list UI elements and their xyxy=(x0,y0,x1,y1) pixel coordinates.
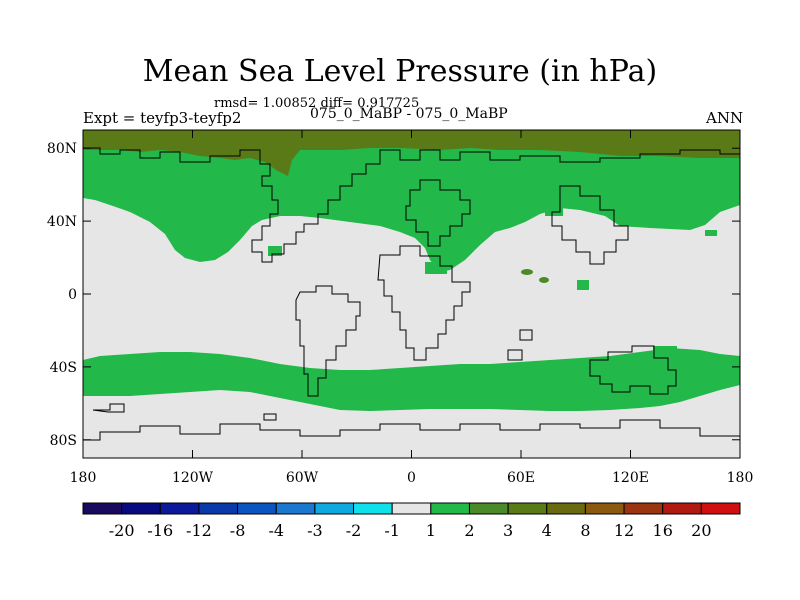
axes: 180 120W 60W 0 60E 120E 180 80N 40N 0 40S 80S xyxy=(47,130,753,486)
field-speck xyxy=(539,277,549,283)
colorbar-label: -20 xyxy=(109,521,135,540)
experiment-label: Expt = teyfp3-teyfp2 xyxy=(83,109,242,127)
colorbar-swatch xyxy=(82,502,123,515)
colorbar-label: -2 xyxy=(346,521,362,540)
colorbar-swatch xyxy=(121,502,161,515)
colorbar-label: 4 xyxy=(542,521,552,540)
colorbar-swatch xyxy=(700,502,741,515)
colorbar-label: 20 xyxy=(691,521,711,540)
colorbar-swatch xyxy=(430,502,470,515)
field-speck xyxy=(521,269,533,275)
y-tick-label: 80N xyxy=(47,141,77,157)
map-area xyxy=(82,129,741,459)
colorbar-label: -12 xyxy=(186,521,212,540)
colorbar-label: -8 xyxy=(230,521,246,540)
colorbar-swatch xyxy=(662,502,702,515)
colorbar-swatch xyxy=(353,502,393,515)
field-speck xyxy=(653,346,677,368)
coastline-south-america xyxy=(295,285,361,397)
colorbar-label: 2 xyxy=(464,521,474,540)
field-north-band xyxy=(83,130,740,272)
period-label: 075_0_MaBP - 075_0_MaBP xyxy=(310,106,508,122)
colorbar-label: 3 xyxy=(503,521,513,540)
x-tick-label: 180 xyxy=(727,470,754,486)
colorbar-label: 12 xyxy=(614,521,634,540)
x-tick-label: 60W xyxy=(286,470,319,486)
colorbar-swatch xyxy=(198,502,239,515)
colorbar-swatch xyxy=(275,502,316,515)
colorbar-label: -1 xyxy=(384,521,400,540)
coastline-africa xyxy=(377,245,471,361)
colorbar-swatch xyxy=(314,502,355,515)
coastline-asia-east xyxy=(551,185,629,265)
x-tick-label: 120E xyxy=(612,470,649,486)
colorbar-label: -3 xyxy=(307,521,323,540)
y-tick-label: 40N xyxy=(47,214,77,230)
colorbar-swatch xyxy=(584,502,625,515)
colorbar: -20 -16 -12 -8 -4 -3 -2 -1 1 2 3 4 8 12 16 20 xyxy=(82,502,741,540)
colorbar-swatch xyxy=(159,502,200,515)
colorbar-label: -4 xyxy=(268,521,284,540)
x-tick-label: 180 xyxy=(70,470,97,486)
colorbar-swatch xyxy=(468,502,509,515)
x-tick-label: 60E xyxy=(507,470,535,486)
colorbar-label: 16 xyxy=(653,521,673,540)
x-tick-label: 120W xyxy=(172,470,214,486)
chart-title: Mean Sea Level Pressure (in hPa) xyxy=(142,54,658,89)
colorbar-label: -16 xyxy=(147,521,173,540)
coastline-islands xyxy=(92,329,533,421)
colorbar-label: 8 xyxy=(580,521,590,540)
field-arctic-band xyxy=(83,130,740,176)
colorbar-swatch xyxy=(507,502,548,515)
y-tick-label: 0 xyxy=(68,287,77,303)
y-tick-label: 40S xyxy=(50,360,77,376)
colorbar-swatch xyxy=(391,502,432,515)
coastlines xyxy=(83,147,740,441)
colorbar-swatch xyxy=(237,502,277,515)
coastline-eurasia xyxy=(405,179,471,247)
colorbar-swatch xyxy=(546,502,586,515)
coastline-north xyxy=(83,147,740,263)
colorbar-label: 1 xyxy=(426,521,436,540)
coastline-australia xyxy=(589,345,677,395)
y-tick-label: 80S xyxy=(50,433,77,449)
field-speck xyxy=(268,246,282,256)
field-speck xyxy=(577,280,589,290)
season-label: ANN xyxy=(706,109,744,127)
field-speck xyxy=(705,230,717,236)
field-speck xyxy=(425,262,447,274)
stats-text: rmsd= 1.00852 diff= 0.917725 xyxy=(214,96,420,111)
colorbar-swatch xyxy=(623,502,664,515)
field-speck xyxy=(545,206,563,216)
x-tick-label: 0 xyxy=(407,470,416,486)
field-south-band xyxy=(83,348,740,411)
coastline-antarctica xyxy=(83,419,740,441)
